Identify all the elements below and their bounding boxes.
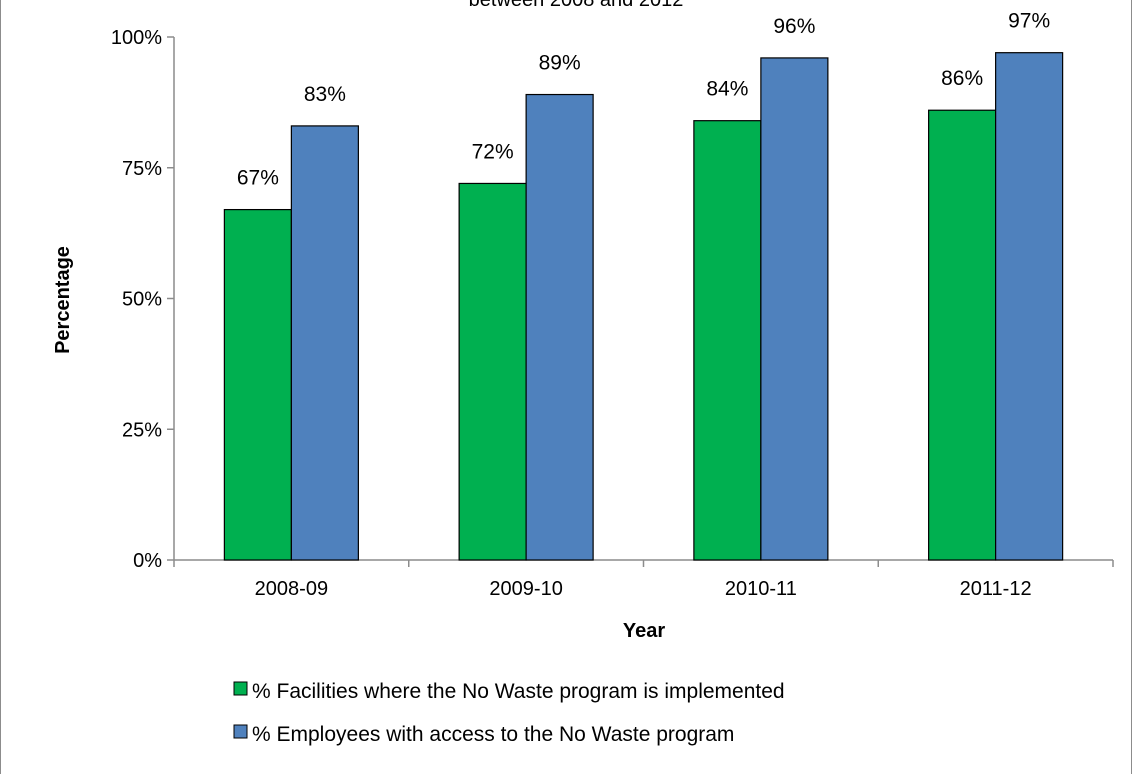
data-label: 86% [941,67,983,90]
legend-label: % Employees with access to the No Waste … [252,723,734,746]
y-tick-label: 0% [133,550,162,572]
legend: % Facilities where the No Waste program … [233,680,785,746]
data-labels: 67% 83% 72% 89% 84% 96% 86% 97% [237,10,1050,190]
legend-swatch [233,681,248,696]
data-label: 97% [1008,10,1050,33]
data-label: 84% [706,78,748,101]
bar-series-2 [525,93,594,561]
x-axis-title: Year [623,620,665,642]
bar-series-2 [290,125,359,561]
x-tick-label: 2009-10 [489,578,562,600]
legend-label: % Facilities where the No Waste program … [252,680,785,703]
x-tick-label: 2008-09 [255,578,328,600]
bar-series-1 [223,208,292,561]
bar-series-2 [760,57,829,561]
bar-series-1 [693,120,762,561]
x-tick-label: 2010-11 [725,578,797,600]
y-tick-label: 25% [122,419,162,441]
y-tick-label: 75% [122,158,162,180]
y-axis-title: Percentage [52,246,74,354]
data-label: 83% [304,83,346,106]
y-tick-label: 100% [111,27,162,49]
bar-series-1 [458,182,527,561]
chart-title: between 2008 and 2012 [469,0,684,11]
bar-series-2 [995,52,1064,561]
bar-series-1 [928,109,997,561]
y-tick-label: 50% [122,289,162,311]
data-label: 96% [773,15,815,38]
legend-swatch [233,724,248,739]
axes: 0% 25% 50% 75% 100% 2008-09 2009-10 2010-11 2011… [111,27,1114,600]
bars [223,52,1064,561]
data-label: 67% [237,167,279,190]
x-tick-label: 2011-12 [960,578,1032,600]
data-label: 89% [539,52,581,75]
data-label: 72% [472,140,514,163]
